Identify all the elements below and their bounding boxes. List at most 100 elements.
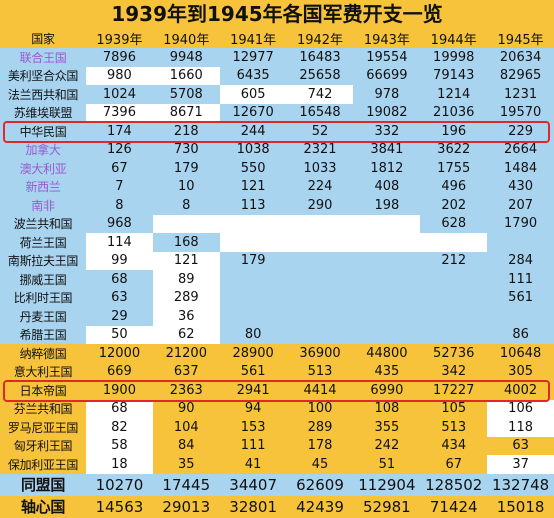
spending-value: 16548 <box>299 105 341 121</box>
spending-value: 1660 <box>152 66 220 85</box>
column-header-country: 国家 <box>31 32 55 46</box>
spending-value: 290 <box>307 197 333 213</box>
spending-value: 19082 <box>366 105 408 121</box>
spending-value <box>286 233 354 252</box>
spending-value: 4414 <box>303 382 337 398</box>
table-row: 芬兰共和国 68 90 94 100 108 105 106 <box>0 399 554 418</box>
spending-value: 2321 <box>303 142 337 158</box>
spending-value: 114 <box>86 233 153 252</box>
spending-value: 1484 <box>504 160 538 176</box>
spending-value <box>287 307 354 326</box>
spending-value: 12670 <box>232 105 274 121</box>
spending-value: 561 <box>240 364 266 380</box>
spending-value: 52981 <box>363 497 411 516</box>
spending-value: 29 <box>111 308 128 324</box>
column-header-year: 1939年 <box>96 33 143 48</box>
spending-value <box>420 270 487 289</box>
column-header-year: 1943年 <box>363 33 410 48</box>
column-header-year: 1941年 <box>230 33 277 48</box>
spending-value: 289 <box>152 288 220 307</box>
spending-value: 174 <box>107 123 132 139</box>
spending-value: 430 <box>508 179 533 195</box>
spending-value: 19570 <box>499 105 542 121</box>
spending-value: 202 <box>441 197 467 213</box>
spending-value: 99 <box>86 251 153 270</box>
spending-value <box>420 326 487 345</box>
spending-value: 550 <box>240 160 266 176</box>
spending-value: 637 <box>173 364 199 380</box>
spending-value: 15018 <box>496 497 545 516</box>
country-name: 美利坚合众国 <box>7 69 79 84</box>
spending-value <box>487 233 554 252</box>
spending-value: 66699 <box>366 68 408 84</box>
table-row: 纳粹德国 12000 21200 28900 36900 44800 52736 10648 <box>0 344 554 363</box>
spending-value: 35 <box>178 456 195 472</box>
table-row: 日本帝国 1900 2363 2941 4414 6990 17227 4002 <box>0 381 554 400</box>
table-row: 匈牙利王国 58 84 111 178 242 434 63 <box>0 436 554 455</box>
table-row: 轴心国 14563 29013 32801 42439 52981 71424 15018 <box>0 495 554 518</box>
spending-value: 730 <box>173 142 199 158</box>
country-name: 丹麦王国 <box>19 309 67 324</box>
country-name: 意大利王国 <box>13 365 73 380</box>
table-row: 新西兰 7 10 121 224 408 496 430 <box>0 177 554 196</box>
spending-value: 58 <box>86 436 153 455</box>
spending-value: 105 <box>441 401 467 417</box>
spending-value: 19554 <box>366 49 408 65</box>
column-header-year: 1945年 <box>497 33 544 48</box>
country-name: 联合王国 <box>19 50 67 65</box>
spending-value: 1214 <box>437 86 471 102</box>
spending-value: 67 <box>111 160 128 176</box>
spending-value: 37 <box>487 455 554 474</box>
spending-value: 8 <box>182 197 191 213</box>
spending-value: 34407 <box>229 475 277 494</box>
spending-value: 1790 <box>504 216 538 232</box>
spending-value: 9948 <box>169 49 203 65</box>
spending-value <box>420 233 488 252</box>
country-name: 比利时王国 <box>13 291 73 306</box>
spending-value: 17227 <box>433 382 475 398</box>
spending-value: 113 <box>240 197 266 213</box>
country-name: 加拿大 <box>25 143 61 158</box>
spending-value: 7 <box>115 179 124 195</box>
spending-value <box>420 289 487 308</box>
table-row: 荷兰王国 114 168 <box>0 233 554 252</box>
country-name: 轴心国 <box>20 498 66 516</box>
spending-value: 212 <box>441 253 467 269</box>
table-row: 法兰西共和国 1024 5708 605 742 978 1214 1231 <box>0 85 554 104</box>
spending-value: 132748 <box>491 475 550 494</box>
spending-value: 63 <box>512 438 529 454</box>
spending-value <box>220 289 287 308</box>
country-name: 法兰西共和国 <box>7 87 79 102</box>
spending-value: 121 <box>240 179 266 195</box>
spending-value: 229 <box>508 123 533 139</box>
spending-value: 408 <box>374 179 400 195</box>
spending-value: 4002 <box>504 382 538 398</box>
country-name: 匈牙利王国 <box>13 439 73 454</box>
spending-value: 20634 <box>499 49 542 65</box>
spending-value: 128502 <box>425 475 483 494</box>
spending-value: 21036 <box>433 105 475 121</box>
spending-value: 2363 <box>169 382 203 398</box>
column-header-year: 1940年 <box>163 33 210 48</box>
table-row: 加拿大 126 730 1038 2321 3841 3622 2664 <box>0 140 554 159</box>
spending-value: 62609 <box>296 475 344 494</box>
spending-value: 126 <box>107 142 132 158</box>
spending-value: 14563 <box>95 497 144 516</box>
spending-value: 6435 <box>236 68 270 84</box>
spending-value: 118 <box>487 418 554 437</box>
spending-value: 669 <box>107 364 132 380</box>
spending-value: 108 <box>374 401 400 417</box>
spending-value: 2941 <box>236 382 270 398</box>
spending-value: 1231 <box>504 86 538 102</box>
spending-value: 71424 <box>429 497 478 516</box>
spending-value: 44800 <box>366 345 408 361</box>
spending-value: 8671 <box>152 103 220 122</box>
spending-value: 50 <box>86 325 153 344</box>
spending-value <box>287 326 354 345</box>
spending-value: 3841 <box>370 142 404 158</box>
spending-value: 90 <box>178 401 195 417</box>
country-name: 同盟国 <box>20 476 66 494</box>
spending-value: 6990 <box>370 382 404 398</box>
page-title: 1939年到1945年各国军费开支一览 <box>0 0 554 29</box>
